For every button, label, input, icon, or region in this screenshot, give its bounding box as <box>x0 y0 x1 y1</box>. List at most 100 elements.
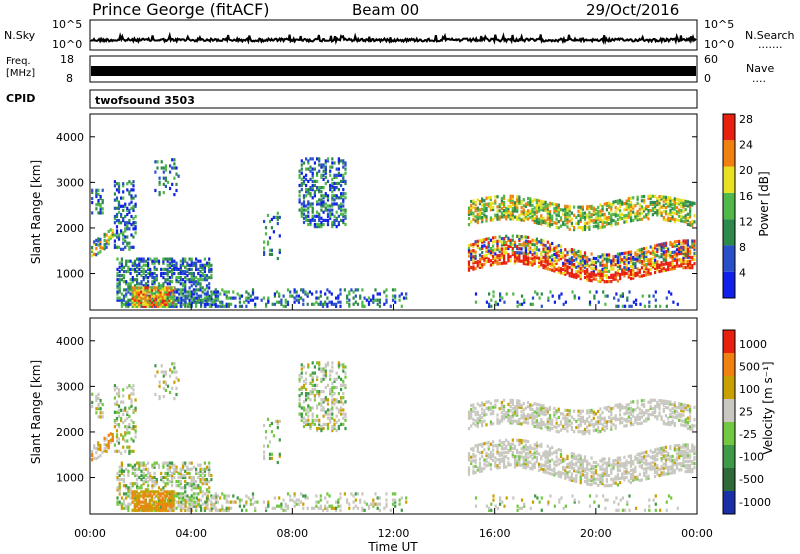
power-echo-cell <box>518 238 521 243</box>
velocity-echo-cell <box>331 412 334 416</box>
power-echo-cell <box>507 236 510 240</box>
power-echo-cell <box>593 294 596 298</box>
velocity-echo-cell <box>354 492 357 496</box>
power-echo-cell <box>684 214 687 218</box>
power-echo-cell <box>555 205 558 209</box>
power-echo-cell <box>214 288 217 292</box>
power-echo-cell <box>608 257 611 261</box>
velocity-echo-cell <box>195 469 198 473</box>
velocity-echo-cell <box>134 408 137 412</box>
power-echo-cell <box>481 240 484 244</box>
power-echo-cell <box>516 209 519 213</box>
power-echo-cell <box>507 259 510 263</box>
power-echo-cell <box>524 249 527 254</box>
velocity-echo-cell <box>214 506 217 510</box>
power-echo-cell <box>230 296 233 300</box>
power-echo-cell <box>579 211 582 215</box>
velocity-echo-cell <box>164 482 167 486</box>
y-tick-label: 3000 <box>56 176 84 189</box>
power-echo-cell <box>265 302 268 306</box>
power-echo-cell <box>638 256 641 260</box>
velocity-echo-cell <box>97 396 100 400</box>
velocity-echo-cell <box>500 411 503 415</box>
power-echo-cell <box>331 196 334 200</box>
power-echo-cell <box>210 269 213 274</box>
power-echo-cell <box>647 196 650 200</box>
power-echo-cell <box>673 252 676 256</box>
power-echo-cell <box>546 250 549 254</box>
power-echo-cell <box>151 276 154 280</box>
velocity-echo-cell <box>372 500 375 504</box>
power-echo-cell <box>566 252 569 257</box>
power-echo-cell <box>568 205 571 209</box>
power-echo-cell <box>581 254 584 259</box>
velocity-echo-cell <box>149 478 152 482</box>
power-echo-cell <box>645 256 648 260</box>
velocity-echo-cell <box>557 407 560 411</box>
power-echo-cell <box>117 204 121 208</box>
power-echo-cell <box>693 220 696 224</box>
velocity-echo-cell <box>163 494 166 498</box>
velocity-echo-cell <box>136 478 139 482</box>
velocity-echo-cell <box>138 494 141 498</box>
colorbar-swatch <box>723 245 735 272</box>
power-echo-cell <box>324 208 327 212</box>
power-echo-cell <box>300 163 303 167</box>
power-echo-cell <box>333 181 336 186</box>
power-echo-cell <box>601 205 604 209</box>
power-echo-cell <box>153 288 156 292</box>
velocity-echo-cell <box>316 390 319 394</box>
power-echo-cell <box>509 255 512 259</box>
power-echo-cell <box>300 210 303 214</box>
velocity-echo-cell <box>320 429 323 433</box>
power-echo-cell <box>324 175 327 179</box>
power-echo-cell <box>583 253 587 257</box>
velocity-echo-cell <box>127 502 130 506</box>
velocity-echo-cell <box>118 469 121 473</box>
power-echo-cell <box>686 243 689 247</box>
velocity-echo-cell <box>564 418 567 423</box>
power-echo-cell <box>302 194 306 198</box>
power-echo-cell <box>492 256 495 260</box>
power-echo-cell <box>634 274 637 278</box>
power-echo-cell <box>638 207 641 211</box>
velocity-echo-cell <box>577 413 580 417</box>
power-echo-cell <box>651 253 654 257</box>
power-echo-cell <box>148 296 151 300</box>
power-echo-cell <box>557 207 560 211</box>
power-echo-cell <box>524 239 527 243</box>
velocity-echo-cell <box>476 410 479 414</box>
velocity-echo-cell <box>142 500 145 504</box>
power-echo-cell <box>601 263 604 267</box>
power-echo-cell <box>177 296 180 300</box>
power-echo-cell <box>135 286 138 290</box>
power-echo-cell <box>601 255 604 259</box>
power-echo-cell <box>689 209 692 213</box>
power-echo-cell <box>150 302 154 306</box>
power-echo-cell <box>649 194 652 198</box>
velocity-echo-cell <box>500 404 503 409</box>
power-echo-cell <box>483 213 486 217</box>
power-echo-cell <box>238 300 241 304</box>
velocity-echo-cell <box>342 402 345 406</box>
power-echo-cell <box>603 257 606 261</box>
power-echo-cell <box>575 271 578 275</box>
velocity-echo-cell <box>318 418 321 422</box>
power-echo-cell <box>509 215 512 219</box>
velocity-echo-cell <box>527 421 530 425</box>
power-echo-cell <box>361 300 364 304</box>
power-echo-cell <box>149 269 152 274</box>
velocity-echo-cell <box>298 379 301 383</box>
velocity-echo-cell <box>118 484 121 488</box>
power-echo-cell <box>546 257 549 261</box>
power-echo-cell <box>394 296 397 300</box>
power-echo-cell <box>91 211 94 215</box>
velocity-echo-cell <box>579 415 582 419</box>
power-echo-cell <box>599 225 602 230</box>
power-echo-cell <box>612 257 615 261</box>
velocity-echo-cell <box>192 482 195 486</box>
velocity-echo-cell <box>182 506 185 510</box>
power-echo-cell <box>632 300 635 304</box>
velocity-echo-cell <box>132 427 135 431</box>
power-echo-cell <box>474 215 477 219</box>
